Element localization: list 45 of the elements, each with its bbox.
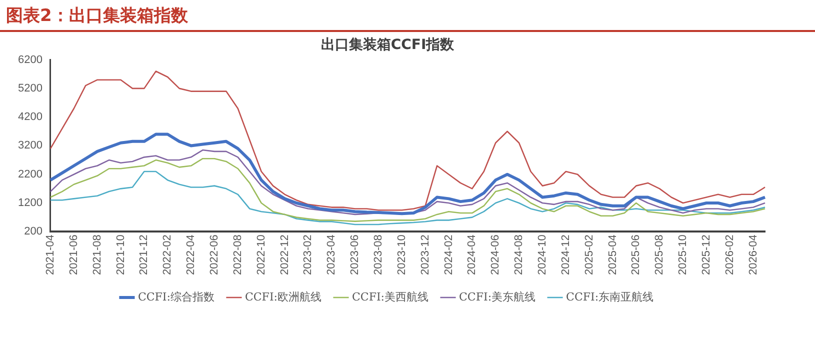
x-tick-label: 2025-08 bbox=[654, 234, 666, 276]
legend-label: CCFI:欧洲航线 bbox=[244, 290, 322, 304]
chart-title: 图表2：出口集装箱指数 bbox=[6, 5, 188, 27]
x-tick-label: 2024-04 bbox=[466, 234, 478, 276]
x-tick-label: 2025-02 bbox=[583, 234, 596, 276]
x-tick-label: 2022-08 bbox=[232, 234, 244, 276]
y-tick-label: 4200 bbox=[18, 111, 42, 124]
x-tick-label: 2023-12 bbox=[419, 234, 432, 276]
x-tick-label: 2024-10 bbox=[536, 234, 548, 276]
x-tick-label: 2021-10 bbox=[114, 234, 127, 276]
x-tick-label: 2024-08 bbox=[513, 234, 526, 276]
x-tick-label: 2021-04 bbox=[44, 234, 56, 276]
x-tick-label: 2022-02 bbox=[162, 234, 174, 276]
x-tick-label: 2023-08 bbox=[372, 234, 384, 276]
y-tick-label: 3200 bbox=[18, 140, 42, 152]
x-tick-label: 2022-06 bbox=[208, 234, 220, 276]
x-tick-label: 2022-10 bbox=[255, 234, 268, 276]
legend-label: CCFI:美东航线 bbox=[459, 290, 536, 304]
legend-label: CCFI:综合指数 bbox=[138, 290, 214, 304]
x-tick-label: 2021-12 bbox=[138, 234, 150, 276]
x-tick-label: 2024-12 bbox=[560, 234, 572, 276]
x-tick-label: 2025-04 bbox=[606, 234, 619, 276]
x-tick-label: 2025-06 bbox=[630, 234, 642, 276]
x-tick-label: 2024-06 bbox=[490, 234, 502, 276]
x-tick-label: 2022-12 bbox=[278, 234, 291, 276]
x-tick-label: 2023-06 bbox=[349, 234, 362, 276]
x-tick-label: 2023-04 bbox=[326, 234, 338, 276]
y-tick-label: 1200 bbox=[18, 197, 42, 210]
x-tick-label: 2021-06 bbox=[68, 234, 80, 276]
x-tick-label: 2026-02 bbox=[724, 234, 736, 276]
y-tick-label: 2200 bbox=[18, 168, 42, 180]
x-tick-label: 2022-04 bbox=[185, 234, 198, 276]
x-tick-label: 2026-04 bbox=[747, 234, 760, 276]
x-tick-label: 2023-02 bbox=[302, 234, 314, 276]
x-tick-label: 2021-08 bbox=[91, 234, 104, 276]
chart-subtitle: 出口集装箱CCFI指数 bbox=[320, 37, 456, 54]
x-tick-label: 2025-12 bbox=[700, 234, 712, 276]
x-tick-label: 2024-02 bbox=[442, 234, 455, 276]
y-tick-label: 6200 bbox=[18, 54, 42, 66]
y-tick-label: 5200 bbox=[18, 82, 42, 94]
legend-label: CCFI:美西航线 bbox=[352, 290, 429, 304]
y-tick-label: 200 bbox=[24, 226, 42, 238]
x-tick-label: 2023-10 bbox=[396, 234, 408, 276]
x-tick-label: 2025-10 bbox=[677, 234, 690, 276]
legend-label: CCFI:东南亚航线 bbox=[566, 290, 654, 304]
